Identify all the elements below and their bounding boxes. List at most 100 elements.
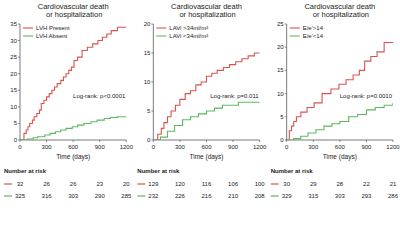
at-risk-value: 26 xyxy=(43,181,50,187)
at-risk-value: 21 xyxy=(390,181,397,187)
annotation: Log-rank: p=0.0010 xyxy=(340,93,393,99)
x-tick xyxy=(366,140,367,142)
x-tick-label: 0 xyxy=(285,144,289,150)
at-risk-title: Number at risk xyxy=(4,168,47,174)
y-tick xyxy=(18,73,20,74)
x-tick xyxy=(339,140,340,142)
y-tick xyxy=(18,40,20,41)
x-tick xyxy=(20,140,21,142)
x-tick xyxy=(46,140,47,142)
y-tick-label: 25 xyxy=(277,21,284,27)
y-tick xyxy=(151,82,153,83)
y-tick-label: 15 xyxy=(277,67,284,73)
at-risk-value: 32 xyxy=(17,181,24,187)
plot-area xyxy=(20,27,126,140)
x-tick xyxy=(206,140,207,142)
panel: Cardiovascular death or hospitalization 0… xyxy=(4,2,134,199)
x-tick-label: 300 xyxy=(308,144,319,150)
legend-swatch xyxy=(290,27,300,28)
y-tick xyxy=(285,93,287,94)
legend-swatch xyxy=(290,35,300,36)
at-risk-swatch xyxy=(137,183,145,184)
x-tick xyxy=(233,140,234,142)
x-tick-label: 0 xyxy=(18,144,22,150)
annotation: Log-rank: p<0.0001 xyxy=(73,93,126,99)
series-line xyxy=(153,102,259,140)
at-risk-value: 210 xyxy=(228,193,239,199)
legend-label: LVH Present xyxy=(36,25,70,31)
y-tick-label: 10 xyxy=(10,104,17,110)
y-tick xyxy=(18,24,20,25)
x-tick-label: 900 xyxy=(228,144,239,150)
y-tick xyxy=(18,106,20,107)
at-risk-value: 303 xyxy=(68,193,79,199)
at-risk-value: 290 xyxy=(95,193,106,199)
at-risk-title: Number at risk xyxy=(137,168,180,174)
x-tick xyxy=(259,140,260,142)
plot-area xyxy=(153,53,259,140)
x-tick-label: 300 xyxy=(175,144,186,150)
panel: Cardiovascular death or hospitalization 0… xyxy=(271,2,400,199)
at-risk-value: 316 xyxy=(42,193,53,199)
y-tick-label: 20 xyxy=(144,21,151,27)
y-tick-label: 15 xyxy=(10,87,17,93)
x-tick-label: 900 xyxy=(95,144,106,150)
x-tick-label: 300 xyxy=(42,144,53,150)
at-risk-swatch xyxy=(271,195,279,196)
y-tick xyxy=(18,57,20,58)
y-tick-label: 20 xyxy=(277,44,284,50)
y-tick xyxy=(285,47,287,48)
y-tick xyxy=(18,123,20,124)
y-tick-label: 5 xyxy=(280,114,284,120)
title-line: or hospitalization xyxy=(44,10,102,19)
title: Cardiovascular death or hospitalization xyxy=(38,2,109,19)
y-tick-label: 35 xyxy=(10,21,17,27)
at-risk-value: 232 xyxy=(148,193,159,199)
title: Cardiovascular death or hospitalization xyxy=(304,2,375,19)
title: Cardiovascular death or hospitalization xyxy=(171,2,242,19)
legend-swatch xyxy=(156,35,166,36)
title-line: or hospitalization xyxy=(177,10,235,19)
series-line xyxy=(287,103,393,140)
series-line xyxy=(20,117,126,140)
panel: Cardiovascular death or hospitalization0… xyxy=(137,2,267,199)
legend-swatch xyxy=(156,27,166,28)
x-tick xyxy=(313,140,314,142)
at-risk-value: 26 xyxy=(70,181,77,187)
x-tick-label: 900 xyxy=(361,144,372,150)
legend: LAVi >34ml/m²LAVi <34ml/m² xyxy=(156,25,208,39)
legend: E/e'>14E/e'<14 xyxy=(290,25,324,39)
at-risk-swatch xyxy=(271,183,279,184)
y-tick-label: 10 xyxy=(277,91,284,97)
legend-label: LVH Absent xyxy=(36,33,68,39)
y-tick-label: 5 xyxy=(14,120,18,126)
plot-area xyxy=(287,43,393,140)
at-risk-value: 208 xyxy=(255,193,266,199)
series-line xyxy=(287,43,393,140)
y-tick-label: 25 xyxy=(10,54,17,60)
x-tick xyxy=(126,140,127,142)
at-risk-value: 22 xyxy=(363,181,370,187)
x-tick-label: 600 xyxy=(68,144,79,150)
at-risk-value: 116 xyxy=(202,181,212,187)
legend-label: E/e'>14 xyxy=(303,25,324,31)
y-tick-label: 0 xyxy=(280,137,284,143)
at-risk-value: 129 xyxy=(148,181,159,187)
legend-swatch xyxy=(23,35,33,36)
y-tick xyxy=(151,53,153,54)
y-tick xyxy=(151,24,153,25)
legend-swatch xyxy=(23,27,33,28)
title-line: or hospitalization xyxy=(311,10,369,19)
at-risk-title: Number at risk xyxy=(271,168,314,174)
at-risk-value: 329 xyxy=(282,193,293,199)
at-risk-value: 28 xyxy=(336,181,343,187)
at-risk-swatch xyxy=(4,183,12,184)
annotation: Log-rank: p=0.011 xyxy=(210,93,259,99)
x-tick xyxy=(73,140,74,142)
y-tick xyxy=(151,111,153,112)
x-tick-label: 1200 xyxy=(120,144,134,150)
at-risk-value: 226 xyxy=(175,193,186,199)
at-risk-value: 120 xyxy=(175,181,186,187)
x-axis-label: Time (days) xyxy=(189,153,223,161)
at-risk-swatch xyxy=(4,195,12,196)
